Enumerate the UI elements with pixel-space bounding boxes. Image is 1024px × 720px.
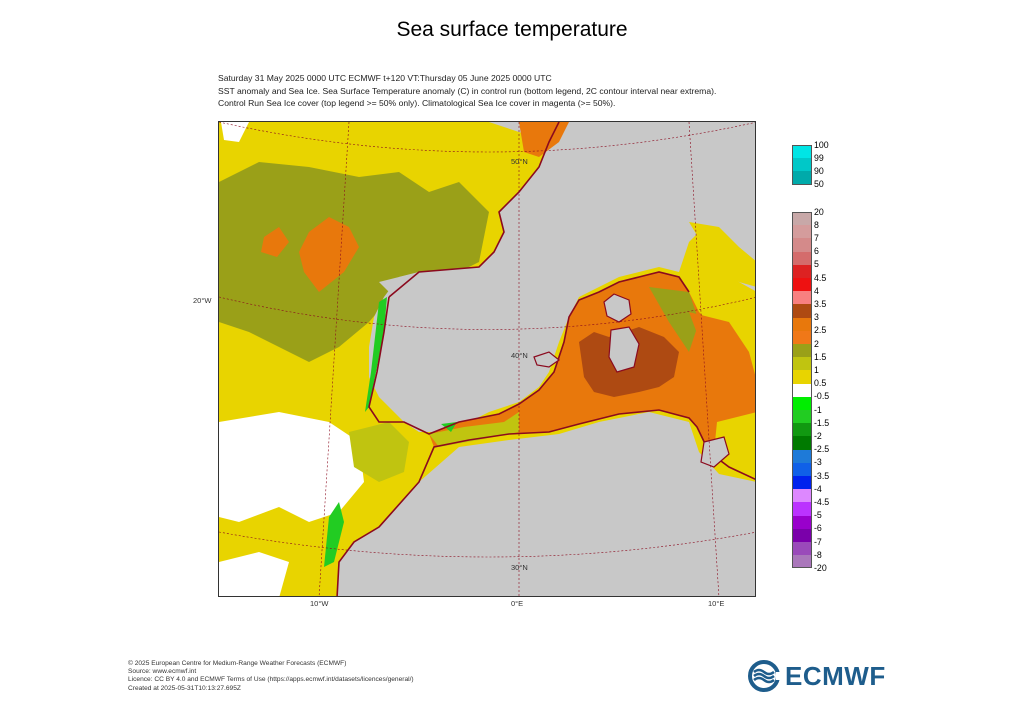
lon-label-10w: 10°W: [310, 599, 329, 608]
anomaly-legend-tick-label: 6: [814, 246, 819, 257]
anomaly-legend-tick-label: 5: [814, 259, 819, 270]
ice-legend-tick-label: 99: [814, 152, 824, 163]
mallorca-island: [533, 351, 561, 368]
anomaly-legend-tick-label: 2.5: [814, 325, 827, 336]
anomaly-legend-tick-label: -1: [814, 404, 822, 415]
ice-legend-tick-label: 90: [814, 165, 824, 176]
graticule-10w: [318, 122, 350, 596]
ice-legend-tick-label: 100: [814, 139, 829, 150]
graticule-40n: [219, 296, 755, 330]
anomaly-legend-tick-label: -20: [814, 562, 827, 573]
anomaly-legend-tick-label: 7: [814, 232, 819, 243]
coastline-africa: [336, 409, 755, 596]
footer-licence: Licence: CC BY 4.0 and ECMWF Terms of Us…: [128, 676, 414, 684]
land-africa: [337, 412, 755, 596]
graticule-10e: [688, 122, 720, 596]
chart-title: Sea surface temperature: [396, 18, 628, 41]
anomaly-legend-tick-label: -2.5: [814, 444, 830, 455]
anomaly-legend-tick-label: -6: [814, 523, 822, 534]
lat-label-50n: 50°N: [511, 157, 528, 166]
lon-label-20w: 20°W: [193, 296, 212, 305]
footer-copyright: © 2025 European Centre for Medium-Range …: [128, 660, 347, 667]
anomaly-legend-tick-label: 20: [814, 206, 824, 217]
ecmwf-logo-text: ECMWF: [785, 661, 886, 691]
footer-credits: © 2025 European Centre for Medium-Range …: [128, 660, 414, 693]
lon-label-10e: 10°E: [708, 599, 725, 608]
header-info: Saturday 31 May 2025 0000 UTC ECMWF t+12…: [218, 72, 716, 110]
land-iberia-north: [379, 252, 499, 297]
anomaly-legend-tick-label: 1: [814, 364, 819, 375]
map-canvas: [219, 122, 755, 596]
lon-label-0e: 0°E: [511, 599, 524, 608]
channel-anomaly: [519, 122, 569, 157]
anomaly-legend-tick-label: 4.5: [814, 272, 827, 283]
coastline-iberia-mediterranean: [368, 271, 690, 435]
anomaly-legend-tick-label: 8: [814, 219, 819, 230]
footer-source: Source: www.ecmwf.int: [128, 668, 197, 676]
anomaly-legend-tick-label: -4.5: [814, 496, 830, 507]
anomaly-legend-tick-label: -2: [814, 430, 822, 441]
anomaly-legend-tick-label: -0.5: [814, 391, 830, 402]
graticule-50n: [219, 122, 755, 153]
near-zero-area-1: [219, 412, 364, 522]
anomaly-legend-tick-label: -5: [814, 510, 822, 521]
header-line-1: Saturday 31 May 2025 0000 UTC ECMWF t+12…: [218, 73, 552, 83]
corsica-island: [603, 293, 632, 323]
anomaly-legend-tick-label: 1.5: [814, 351, 827, 362]
lat-label-40n: 40°N: [511, 351, 528, 360]
coastline-atlantic-europe: [388, 122, 560, 298]
anomaly-legend-tick-label: -1.5: [814, 417, 830, 428]
ecmwf-logo-icon: [748, 660, 782, 692]
adriatic-sea: [689, 222, 755, 287]
olive-anomaly-ligurian: [649, 287, 699, 352]
orange-anomaly-2: [299, 217, 359, 292]
anomaly-legend-tick-label: 3: [814, 312, 819, 323]
anomaly-legend-tick-label: 3.5: [814, 298, 827, 309]
orange-anomaly-tyrrhenian: [689, 312, 755, 387]
land-europe: [369, 122, 755, 432]
near-zero-area-3: [221, 122, 249, 142]
sst-anomaly-map[interactable]: 50°N 40°N 30°N: [218, 121, 756, 597]
anomaly-legend-tick-label: 2: [814, 338, 819, 349]
lightolive-anomaly-1: [349, 422, 409, 482]
footer-created: Created at 2025-05-31T10:13:27.695Z: [128, 684, 241, 692]
anomaly-legend-tick-label: 4: [814, 285, 819, 296]
alboran-sea: [429, 412, 519, 447]
lat-label-30n: 30°N: [511, 563, 528, 572]
sardinia-island: [608, 326, 640, 373]
header-line-3: Control Run Sea Ice cover (top legend >=…: [218, 98, 616, 108]
ecmwf-logo[interactable]: ECMWF: [748, 660, 908, 692]
anomaly-legend-tick-label: 0.5: [814, 378, 827, 389]
anomaly-legend-tick-label: -4: [814, 483, 822, 494]
anomaly-legend-tick-label: -3.5: [814, 470, 830, 481]
ice-legend-frame: [792, 145, 812, 185]
olive-anomaly-atlantic: [219, 162, 489, 362]
ice-legend-tick-label: 50: [814, 179, 824, 190]
anomaly-legend-tick-label: -8: [814, 549, 822, 560]
anomaly-legend-tick-label: -3: [814, 457, 822, 468]
green-anomaly-portugal: [365, 297, 387, 412]
header-line-2: SST anomaly and Sea Ice. Sea Surface Tem…: [218, 85, 717, 96]
near-zero-area-2: [219, 552, 289, 596]
graticule-30n: [219, 531, 755, 558]
orange-anomaly-1: [261, 227, 289, 257]
anomaly-legend-tick-label: -7: [814, 536, 822, 547]
green-anomaly-morocco: [324, 502, 344, 567]
anomaly-legend-frame: [792, 212, 812, 569]
sicily-island: [700, 436, 730, 468]
